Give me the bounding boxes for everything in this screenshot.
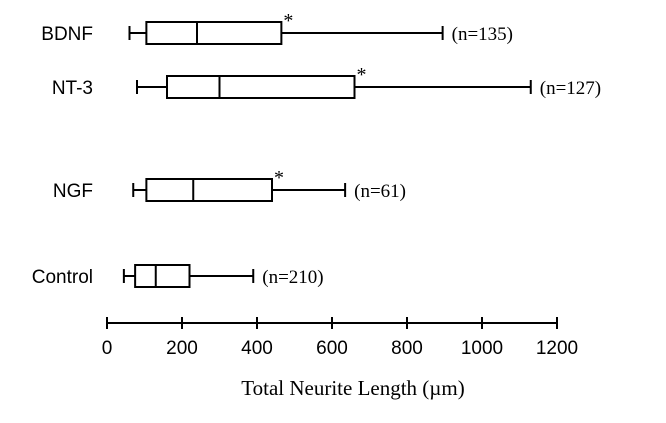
box-bdnf: BDNF * (n=135) (41, 10, 513, 45)
x-axis-title: Total Neurite Length (µm) (241, 376, 464, 400)
significance-marker-ngf: * (274, 167, 284, 189)
x-axis: 0 200 400 600 800 1000 1200 (102, 317, 578, 359)
iqr-box-nt-3 (166, 75, 356, 99)
box-nt-3: NT-3 * (n=127) (52, 64, 601, 99)
n-label-nt-3: (n=127) (540, 78, 601, 99)
box-ngf: NGF * (n=61) (53, 167, 406, 202)
iqr-box-ngf (145, 178, 273, 202)
n-label-bdnf: (n=135) (452, 24, 513, 45)
category-label-control: Control (32, 267, 93, 288)
significance-marker-nt-3: * (357, 64, 367, 86)
box-control: Control (n=210) (32, 264, 324, 288)
x-tick-label-200: 200 (166, 338, 198, 359)
series-layer: BDNF * (n=135) NT-3 * (n=127) NGF * (n=61) Contro… (32, 10, 601, 288)
x-tick-label-0: 0 (102, 338, 113, 359)
x-tick-label-1000: 1000 (461, 338, 503, 359)
x-tick-label-600: 600 (316, 338, 348, 359)
n-label-control: (n=210) (262, 267, 323, 288)
category-label-nt-3: NT-3 (52, 78, 93, 99)
category-label-bdnf: BDNF (41, 24, 93, 45)
n-label-ngf: (n=61) (354, 181, 406, 202)
iqr-box-control (134, 264, 191, 288)
x-tick-label-1200: 1200 (536, 338, 578, 359)
x-tick-label-400: 400 (241, 338, 273, 359)
significance-marker-bdnf: * (283, 10, 293, 32)
x-tick-label-800: 800 (391, 338, 423, 359)
category-label-ngf: NGF (53, 181, 93, 202)
iqr-box-bdnf (145, 21, 283, 45)
